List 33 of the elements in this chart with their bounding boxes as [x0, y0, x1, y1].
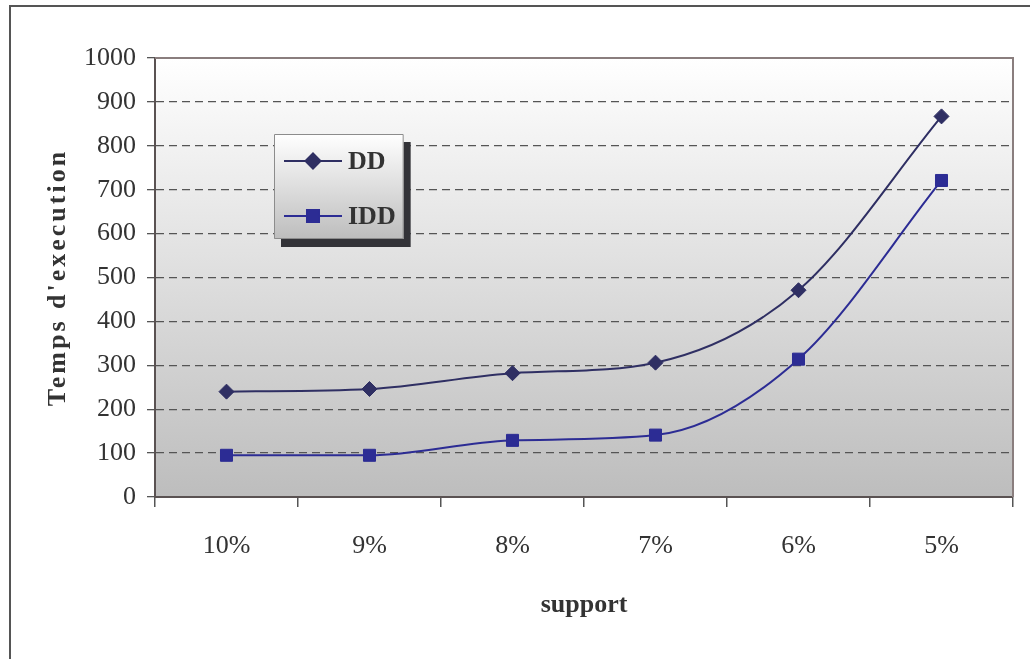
point: [933, 108, 950, 125]
point: [505, 433, 520, 447]
y-tick-label: 1000: [84, 41, 136, 71]
y-tick-label: 800: [97, 129, 136, 159]
point: [219, 448, 234, 462]
y-tick-label: 600: [97, 217, 136, 247]
point: [791, 352, 806, 366]
point: [362, 448, 377, 462]
y-tick-label: 0: [123, 480, 136, 510]
y-tick-label: 400: [97, 305, 136, 335]
point: [790, 282, 807, 299]
x-tick-label: 7%: [638, 530, 673, 560]
point: [647, 354, 664, 371]
y-tick-label: 100: [97, 436, 136, 466]
point: [934, 173, 949, 187]
y-tick-label: 500: [97, 261, 136, 291]
point: [218, 383, 235, 400]
point: [648, 428, 663, 442]
y-tick-label: 300: [97, 349, 136, 379]
legend-label: IDD: [348, 200, 396, 230]
point: [504, 365, 521, 382]
x-tick-label: 10%: [202, 530, 251, 560]
x-tick-label: 8%: [495, 530, 530, 560]
y-axis-title: Temps d'execution: [41, 148, 71, 407]
point: [361, 381, 378, 398]
x-axis-title: support: [540, 588, 628, 618]
x-tick-label: 9%: [352, 530, 387, 560]
x-tick-label: 5%: [924, 530, 959, 560]
y-tick-label: 200: [97, 393, 136, 423]
y-tick-label: 700: [97, 173, 136, 203]
legend-label: DD: [348, 145, 386, 175]
y-tick-label: 900: [97, 85, 136, 115]
x-tick-label: 6%: [781, 530, 816, 560]
